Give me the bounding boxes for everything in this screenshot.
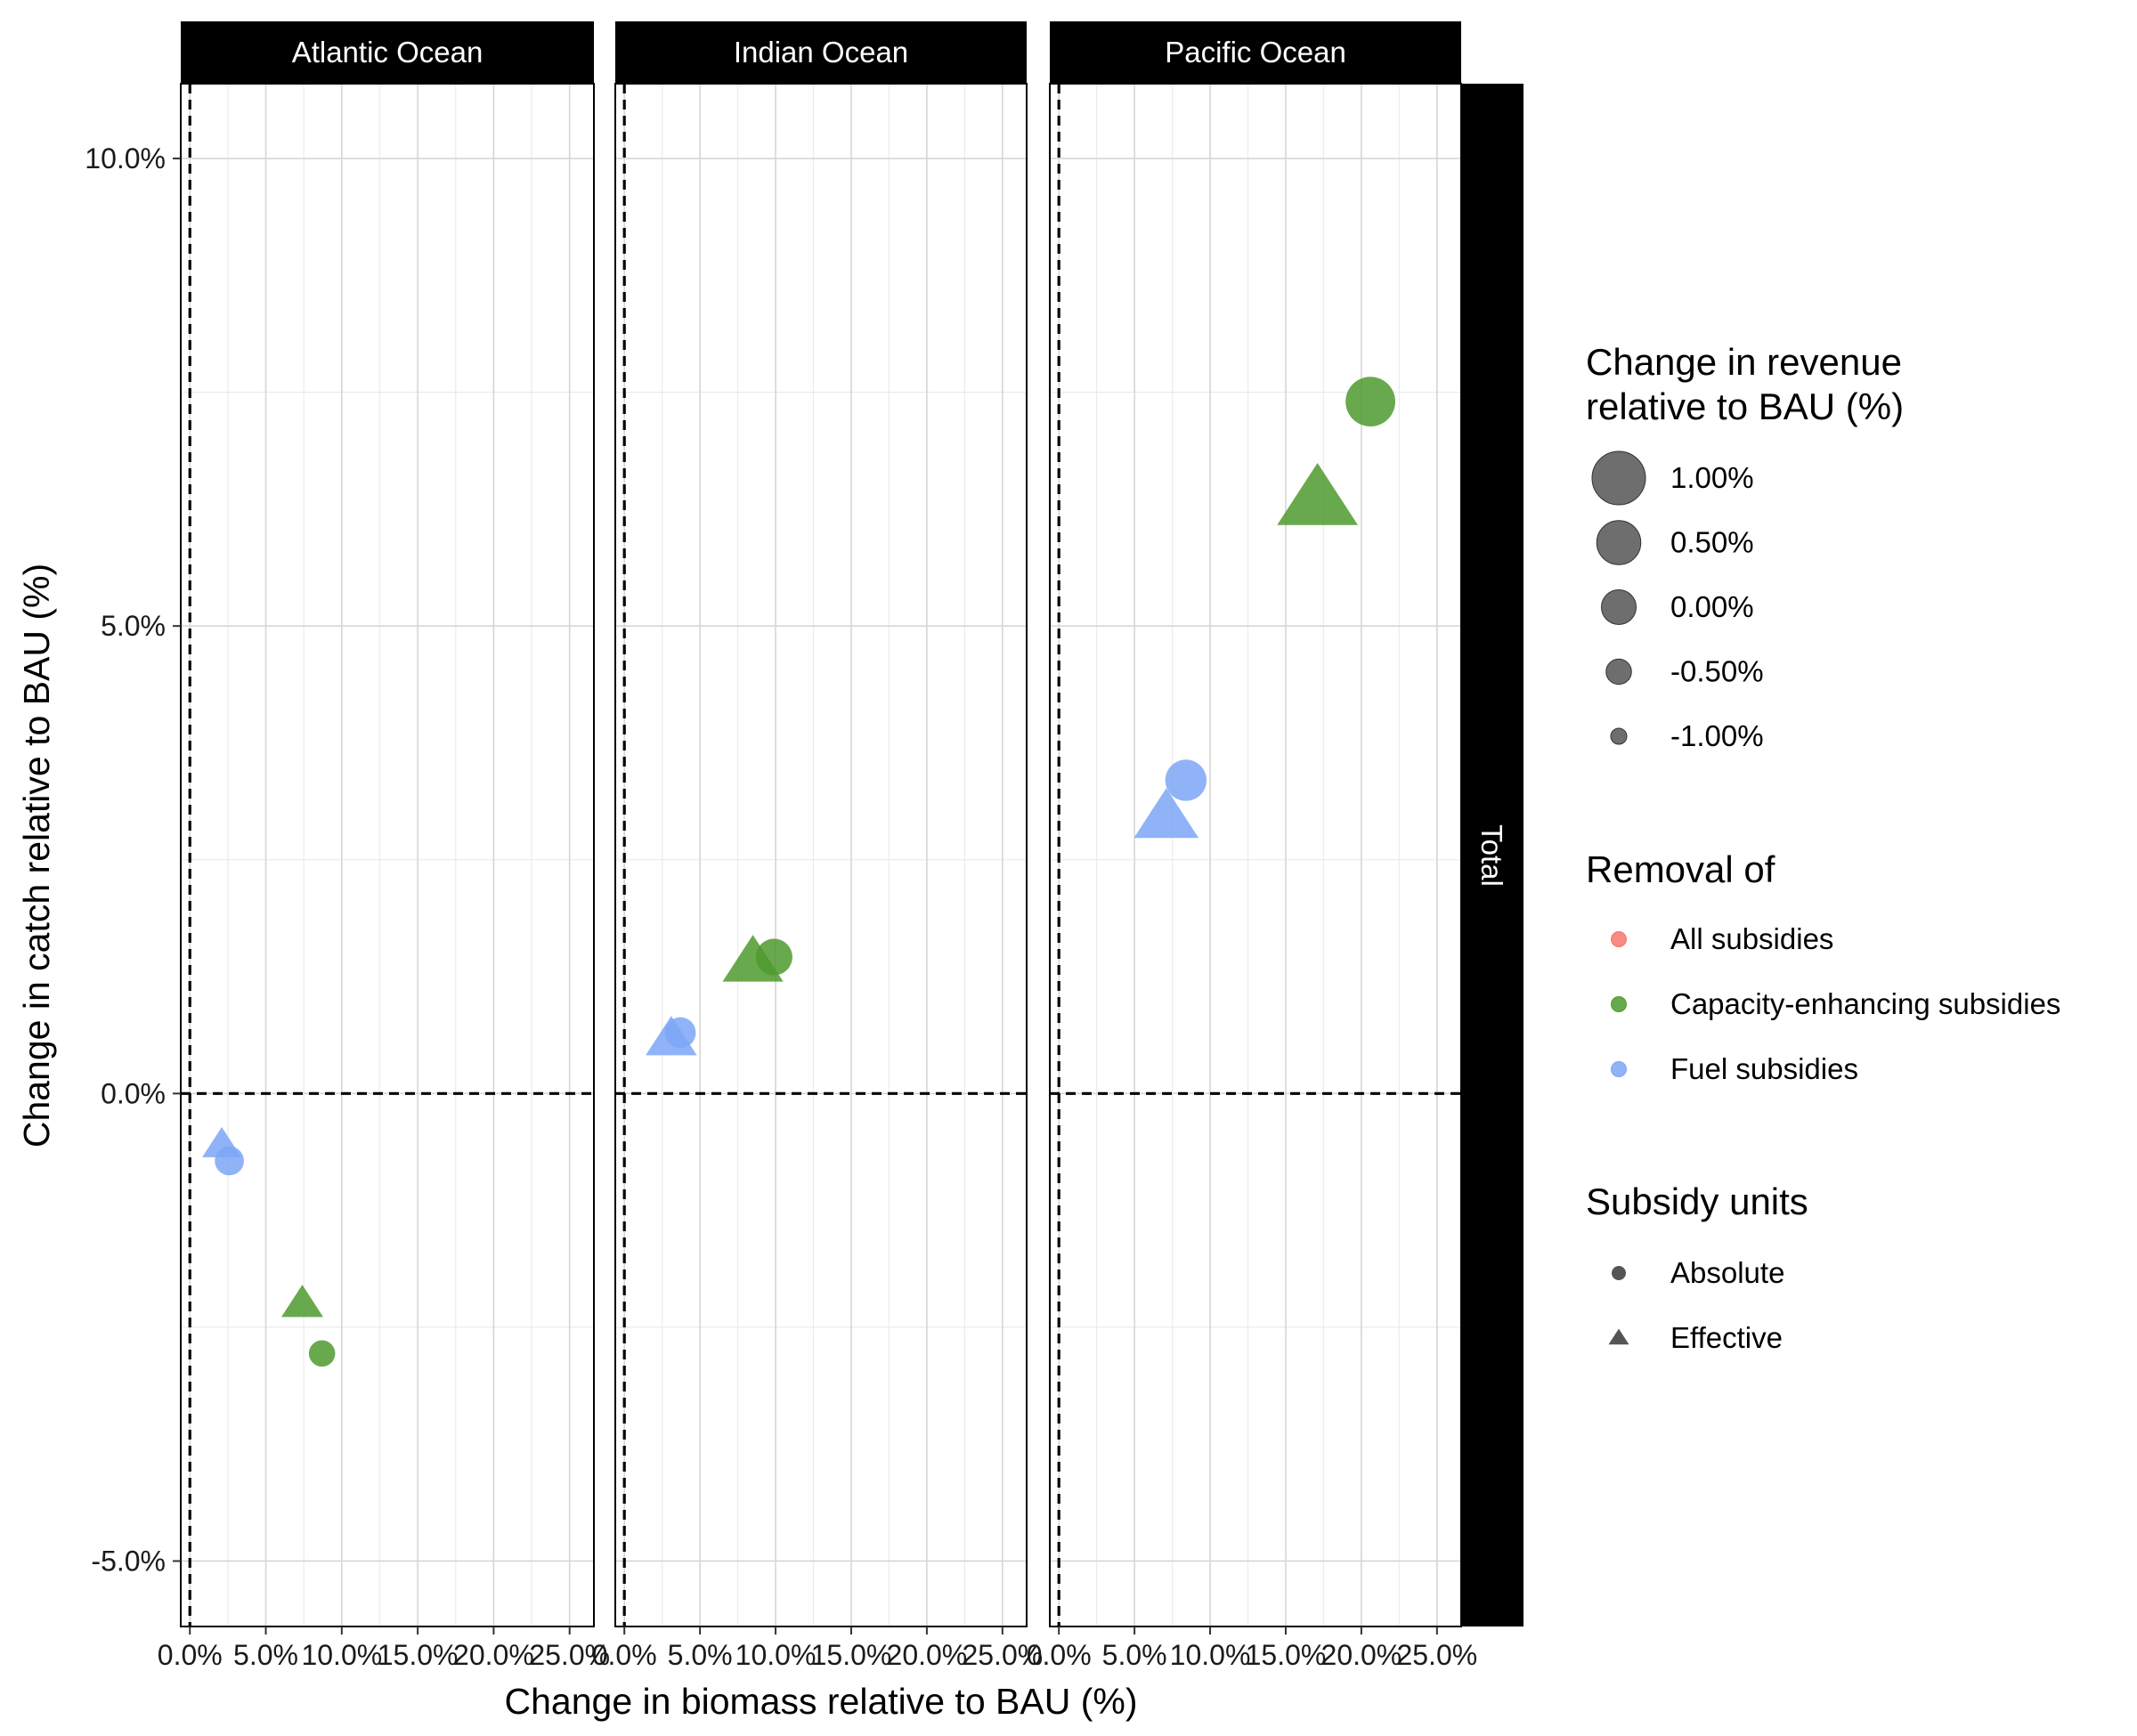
legend-shape-label: Absolute	[1670, 1256, 1784, 1289]
legend-shape-key-triangle	[1608, 1328, 1629, 1345]
legend-shape-label: Effective	[1670, 1321, 1783, 1354]
x-axis-title: Change in biomass relative to BAU (%)	[505, 1681, 1138, 1722]
x-tick-label: 25.0%	[962, 1639, 1043, 1671]
data-point-circle	[308, 1340, 336, 1367]
legend-size-label: 1.00%	[1670, 461, 1754, 494]
legend-color-label: All subsidies	[1670, 922, 1833, 955]
legend-size-key	[1591, 450, 1646, 506]
x-tick-label: 20.0%	[1321, 1639, 1402, 1671]
x-tick-label: 25.0%	[1396, 1639, 1477, 1671]
facet-strip-label: Pacific Ocean	[1165, 36, 1346, 69]
legend-color-key	[1611, 996, 1627, 1012]
legend-color-title: Removal of	[1586, 848, 1775, 890]
x-tick-label: 10.0%	[1170, 1639, 1251, 1671]
legend-size-key	[1601, 589, 1637, 625]
x-tick-label: 20.0%	[887, 1639, 968, 1671]
data-point-circle	[1165, 759, 1207, 801]
legend-color-label: Fuel subsidies	[1670, 1052, 1858, 1085]
legend-shape-key-circle	[1612, 1266, 1626, 1280]
x-tick-label: 5.0%	[1102, 1639, 1167, 1671]
facet-panel-indian-ocean: Indian Ocean 0.0% 5.0% 10.0%15.0%20.0%25.0%	[592, 21, 1043, 1671]
y-axis-title: Change in catch relative to BAU (%)	[16, 564, 57, 1148]
x-tick-label: 25.0%	[529, 1639, 610, 1671]
row-strip-label: Total	[1475, 824, 1508, 887]
legend-size-label: -1.00%	[1670, 719, 1764, 752]
legend-size-label: -0.50%	[1670, 655, 1764, 688]
x-tick-label: 0.0%	[1027, 1639, 1092, 1671]
legend-size-label: 0.50%	[1670, 526, 1754, 559]
data-point-circle	[215, 1146, 244, 1176]
legend-size-title: Change in revenue	[1586, 341, 1902, 383]
facet-strip	[181, 21, 594, 84]
legend-color-key	[1611, 931, 1627, 947]
y-tick-label: -5.0%	[91, 1545, 166, 1577]
facet-panel-pacific-ocean: Pacific Ocean 0.0% 5.0% 10.0%15.0%20.0%25.0…	[1027, 21, 1477, 1671]
legend-color-label: Capacity-enhancing subsidies	[1670, 987, 2060, 1020]
x-tick-label: 5.0%	[668, 1639, 733, 1671]
facet-strip	[1050, 21, 1461, 84]
legend-color-key	[1611, 1061, 1627, 1077]
legend-shape-title: Subsidy units	[1586, 1180, 1808, 1222]
data-point-triangle	[280, 1285, 323, 1318]
y-tick-label: 10.0%	[85, 142, 166, 174]
x-tick-label: 10.0%	[301, 1639, 382, 1671]
x-tick-label: 10.0%	[735, 1639, 817, 1671]
x-tick-label: 15.0%	[811, 1639, 892, 1671]
legend-size-label: 0.00%	[1670, 590, 1754, 623]
facet-strip-label: Atlantic Ocean	[292, 36, 483, 69]
data-point-triangle	[1277, 462, 1359, 525]
y-tick-label: 5.0%	[101, 610, 166, 642]
legend-size-key	[1610, 727, 1628, 745]
data-point-triangle	[1134, 788, 1199, 839]
data-point-circle	[1345, 377, 1395, 427]
data-point-circle	[755, 938, 792, 976]
x-tick-label: 15.0%	[1246, 1639, 1327, 1671]
data-point-circle	[664, 1017, 696, 1049]
x-tick-label: 0.0%	[592, 1639, 657, 1671]
legend-size-title: relative to BAU (%)	[1586, 385, 1904, 427]
y-tick-label: 0.0%	[101, 1077, 166, 1109]
x-tick-label: 5.0%	[233, 1639, 298, 1671]
x-tick-label: 20.0%	[453, 1639, 534, 1671]
legend-size-key	[1605, 658, 1632, 685]
facet-panel-atlantic-ocean: Atlantic Ocean 0.0% 5.0% 10.0%15.0%20.0%25.…	[158, 21, 610, 1671]
facet-strip	[615, 21, 1027, 84]
facet-strip-label: Indian Ocean	[734, 36, 908, 69]
x-tick-label: 15.0%	[378, 1639, 459, 1671]
row-strip	[1461, 84, 1524, 1626]
x-tick-label: 0.0%	[158, 1639, 223, 1671]
legend-size-key	[1596, 520, 1642, 565]
